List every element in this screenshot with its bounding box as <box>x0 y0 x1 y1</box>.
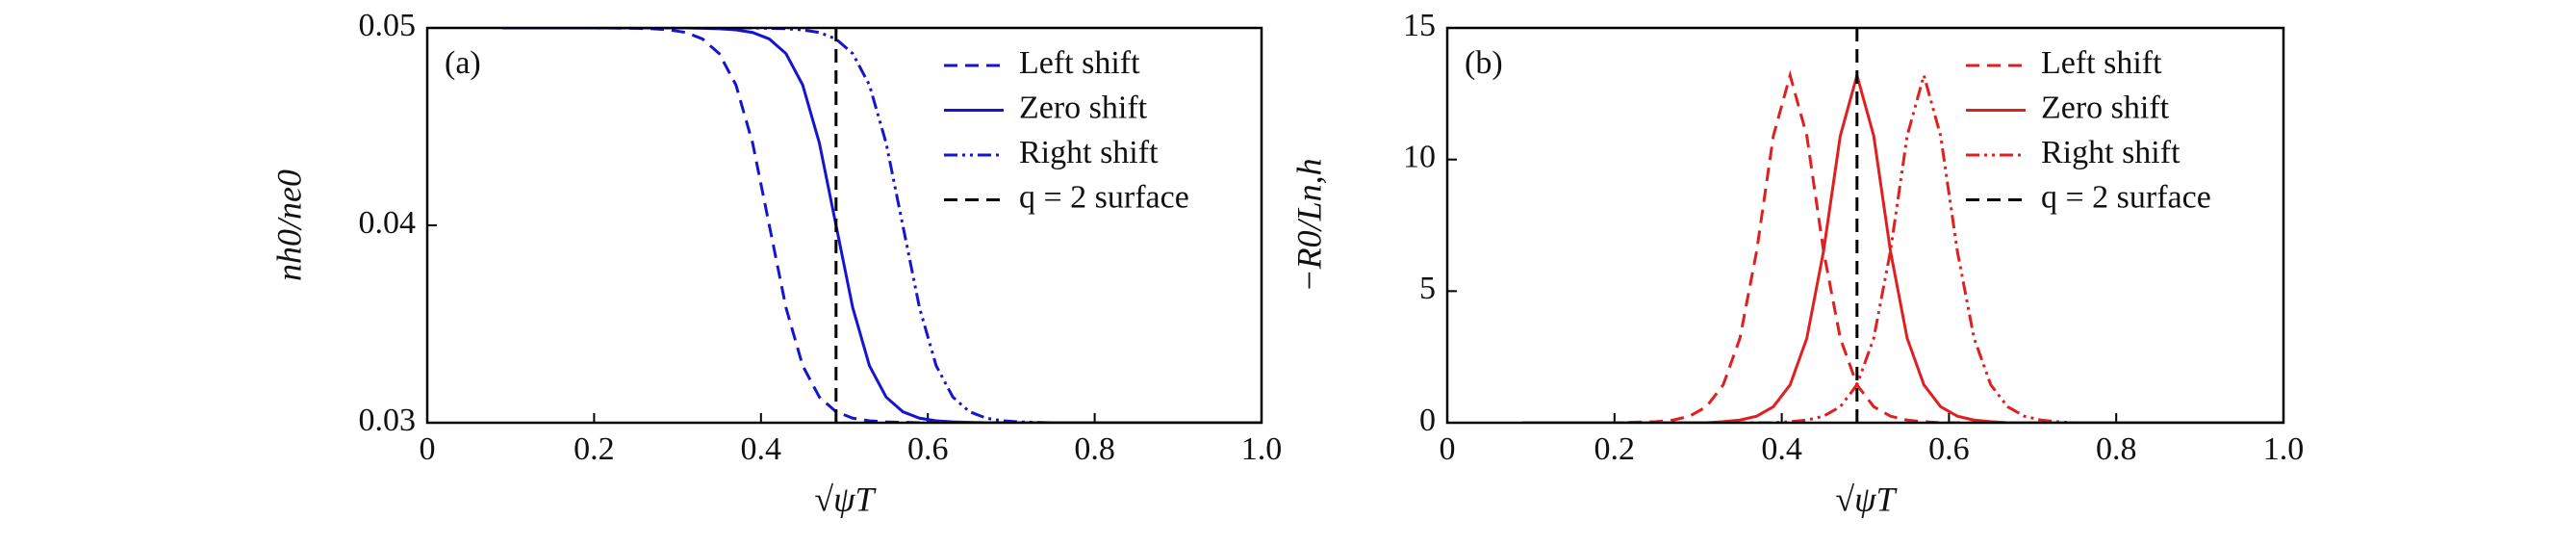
legend-label: Zero shift <box>1019 90 1148 125</box>
legend-label: q = 2 surface <box>1019 179 1189 215</box>
plot-frame <box>1445 26 2285 425</box>
x-tick-label: 1.0 <box>2263 431 2305 467</box>
legend-label: q = 2 surface <box>2041 179 2211 215</box>
x-axis-label: √ψT <box>1835 480 1898 518</box>
y-tick-label: 0.04 <box>359 205 417 241</box>
x-tick-label: 0.8 <box>1074 431 1115 467</box>
y-tick-label: 0.03 <box>359 403 417 438</box>
legend-label: Right shift <box>1019 135 1159 170</box>
x-tick-label: 0.4 <box>741 431 782 467</box>
y-axis-label: nh0/ne0 <box>269 169 308 281</box>
legend-label: Right shift <box>2041 135 2181 170</box>
y-tick-label: 0.05 <box>359 8 417 43</box>
x-tick-label: 0.8 <box>2096 431 2137 467</box>
x-tick-label: 0.4 <box>1761 431 1802 467</box>
y-axis-label: −R0/Ln,h <box>1289 158 1328 292</box>
panel-label: (b) <box>1465 45 1503 81</box>
legend-label: Left shift <box>2041 45 2162 81</box>
series-line <box>1522 69 2283 423</box>
legend-label: Zero shift <box>2041 90 2170 125</box>
x-tick-label: 1.0 <box>1241 431 1283 467</box>
x-tick-label: 0 <box>1440 431 1456 467</box>
series-line <box>502 28 1262 423</box>
legend-label: Left shift <box>1019 45 1140 81</box>
series-line <box>502 28 1262 423</box>
x-tick-label: 0 <box>420 431 436 467</box>
panel-label: (a) <box>445 45 481 81</box>
plot-frame <box>425 26 1263 425</box>
y-tick-label: 15 <box>1403 8 1436 43</box>
x-tick-label: 0.2 <box>574 431 615 467</box>
series-line <box>1522 69 2283 423</box>
x-tick-label: 0.2 <box>1594 431 1636 467</box>
series-line <box>502 28 1262 423</box>
x-tick-label: 0.6 <box>1928 431 1970 467</box>
x-tick-label: 0.6 <box>907 431 949 467</box>
y-tick-label: 0 <box>1419 403 1436 438</box>
y-tick-label: 5 <box>1419 271 1436 306</box>
y-tick-label: 10 <box>1403 139 1436 174</box>
x-axis-label: √ψT <box>814 480 877 518</box>
series-line <box>1522 69 2283 423</box>
